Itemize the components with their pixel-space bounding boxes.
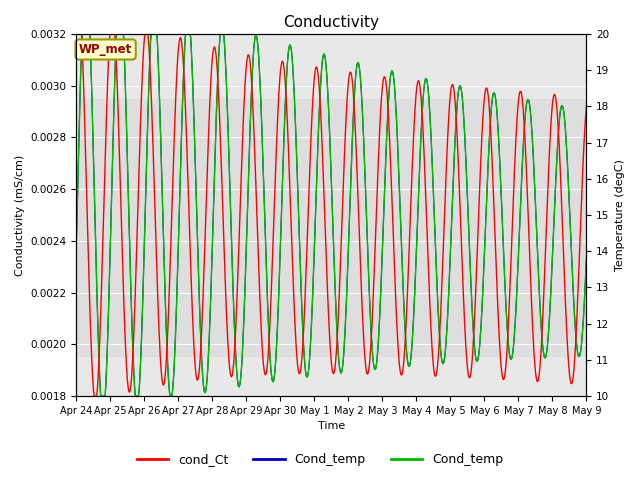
Y-axis label: Conductivity (mS/cm): Conductivity (mS/cm) [15, 155, 25, 276]
X-axis label: Time: Time [318, 421, 345, 432]
Bar [76, 98, 586, 357]
Text: WP_met: WP_met [79, 43, 132, 56]
Y-axis label: Temperature (degC): Temperature (degC) [615, 159, 625, 271]
Legend: cond_Ct, Cond_temp, Cond_temp: cond_Ct, Cond_temp, Cond_temp [132, 448, 508, 471]
Title: Conductivity: Conductivity [284, 15, 380, 30]
